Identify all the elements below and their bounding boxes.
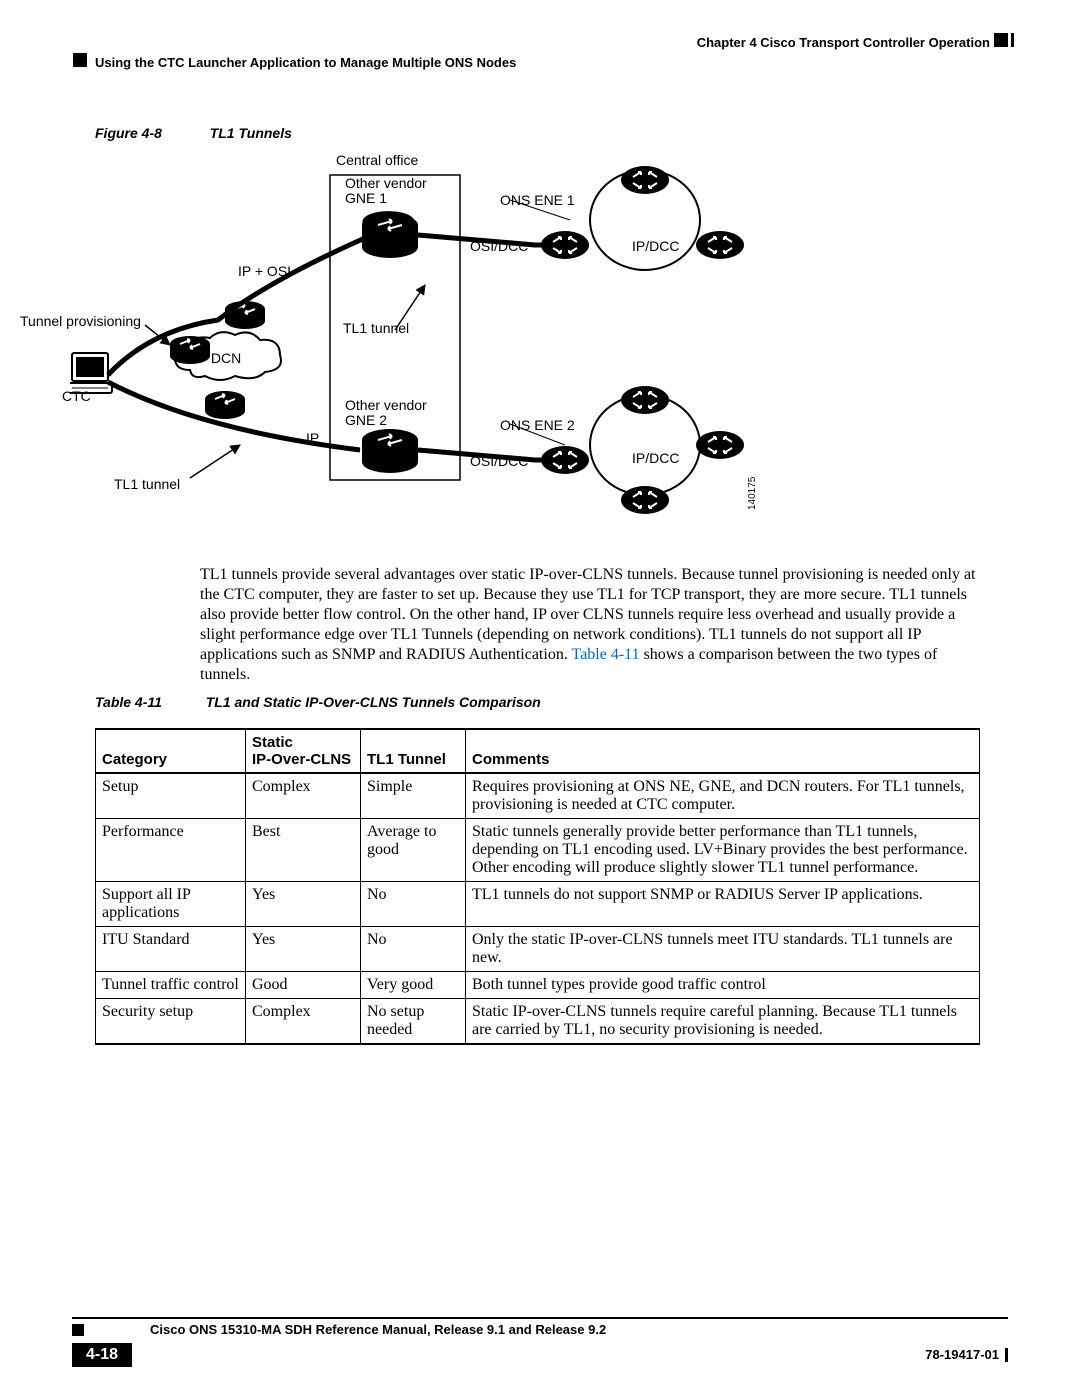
label-ipdcc-1: IP/DCC <box>632 238 679 254</box>
table-cell: Setup <box>96 773 246 819</box>
table-cell: No setup needed <box>361 999 466 1045</box>
label-gne1: Other vendorGNE 1 <box>345 176 427 207</box>
table-row: Support all IP applicationsYesNoTL1 tunn… <box>96 882 980 927</box>
table-cell: Requires provisioning at ONS NE, GNE, an… <box>466 773 980 819</box>
table-cell: ITU Standard <box>96 927 246 972</box>
table-row: Tunnel traffic controlGoodVery goodBoth … <box>96 972 980 999</box>
table-cell: Static tunnels generally provide better … <box>466 819 980 882</box>
table-cell: TL1 tunnels do not support SNMP or RADIU… <box>466 882 980 927</box>
table-link[interactable]: Table 4-11 <box>572 646 640 663</box>
table-title: TL1 and Static IP-Over-CLNS Tunnels Comp… <box>206 694 541 710</box>
table-caption: Table 4-11 TL1 and Static IP-Over-CLNS T… <box>95 694 541 710</box>
table-cell: Very good <box>361 972 466 999</box>
table-row: Security setupComplexNo setup neededStat… <box>96 999 980 1045</box>
body-paragraph: TL1 tunnels provide several advantages o… <box>200 565 980 685</box>
section-header: Using the CTC Launcher Application to Ma… <box>95 55 516 70</box>
table-cell: Complex <box>246 999 361 1045</box>
table-cell: Both tunnel types provide good traffic c… <box>466 972 980 999</box>
col-comments: Comments <box>466 729 980 773</box>
col-tl1: TL1 Tunnel <box>361 729 466 773</box>
tl1-tunnels-diagram: 140175 Central office Other vendorGNE 1 … <box>70 150 770 550</box>
label-gne2: Other vendorGNE 2 <box>345 398 427 429</box>
comparison-table: Category StaticIP-Over-CLNS TL1 Tunnel C… <box>95 728 980 1045</box>
label-tl1-tunnel-2: TL1 tunnel <box>114 476 180 492</box>
table-cell: Performance <box>96 819 246 882</box>
page-footer: Cisco ONS 15310-MA SDH Reference Manual,… <box>72 1317 1008 1367</box>
table-cell: No <box>361 882 466 927</box>
label-central-office: Central office <box>336 152 418 168</box>
table-row: PerformanceBestAverage to goodStatic tun… <box>96 819 980 882</box>
col-static: StaticIP-Over-CLNS <box>246 729 361 773</box>
table-cell: Tunnel traffic control <box>96 972 246 999</box>
table-header-row: Category StaticIP-Over-CLNS TL1 Tunnel C… <box>96 729 980 773</box>
col-category: Category <box>96 729 246 773</box>
figure-title: TL1 Tunnels <box>210 125 292 141</box>
table-cell: Static IP-over-CLNS tunnels require care… <box>466 999 980 1045</box>
header-decor-bar <box>1011 33 1014 47</box>
table-cell: Only the static IP-over-CLNS tunnels mee… <box>466 927 980 972</box>
chapter-header: Chapter 4 Cisco Transport Controller Ope… <box>697 35 990 50</box>
table-cell: Support all IP applications <box>96 882 246 927</box>
header-decor-square-left <box>73 53 87 67</box>
footer-decor-square <box>72 1324 84 1336</box>
label-ons-ene2: ONS ENE 2 <box>500 417 575 433</box>
part-number: 78-19417-01 <box>925 1347 999 1362</box>
table-cell: Good <box>246 972 361 999</box>
label-ip-osi: IP + OSI <box>238 263 291 279</box>
footer-decor-bar <box>1005 1348 1008 1362</box>
svg-text:140175: 140175 <box>747 476 758 510</box>
table-cell: Complex <box>246 773 361 819</box>
label-ctc: CTC <box>62 388 91 404</box>
header-decor-square <box>994 33 1008 47</box>
table-row: ITU StandardYesNoOnly the static IP-over… <box>96 927 980 972</box>
table-cell: Yes <box>246 927 361 972</box>
label-ons-ene1: ONS ENE 1 <box>500 192 575 208</box>
table-cell: Best <box>246 819 361 882</box>
table-cell: Average to good <box>361 819 466 882</box>
label-osidcc-2: OSI/DCC <box>470 453 528 469</box>
figure-caption: Figure 4-8 TL1 Tunnels <box>95 125 292 141</box>
page-number-badge: 4-18 <box>72 1343 132 1367</box>
table-row: SetupComplexSimpleRequires provisioning … <box>96 773 980 819</box>
label-tunnel-prov: Tunnel provisioning <box>20 313 141 329</box>
footer-manual-title: Cisco ONS 15310-MA SDH Reference Manual,… <box>90 1322 606 1337</box>
table-cell: Simple <box>361 773 466 819</box>
label-ip: IP <box>306 430 319 446</box>
table-cell: Security setup <box>96 999 246 1045</box>
label-ip-dcn: IP DCN <box>194 350 241 366</box>
table-label: Table 4-11 <box>95 694 162 710</box>
table-cell: Yes <box>246 882 361 927</box>
label-tl1-tunnel-1: TL1 tunnel <box>343 320 409 336</box>
label-osidcc-1: OSI/DCC <box>470 238 528 254</box>
table-cell: No <box>361 927 466 972</box>
label-ipdcc-2: IP/DCC <box>632 450 679 466</box>
figure-label: Figure 4-8 <box>95 125 162 141</box>
